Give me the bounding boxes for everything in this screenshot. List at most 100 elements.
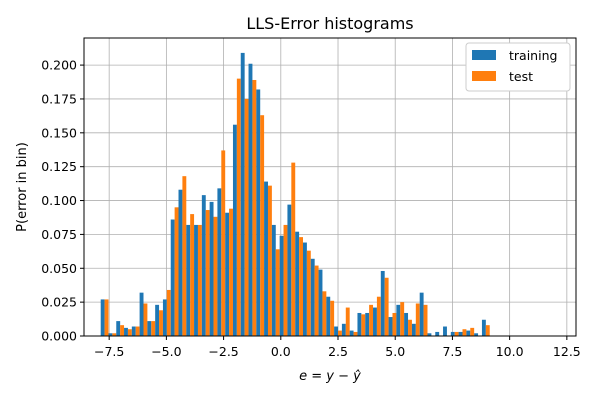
bar-test [112, 333, 117, 336]
x-tick-label: 2.5 [328, 344, 348, 359]
bar-training [147, 321, 152, 336]
bar-test [159, 310, 163, 336]
bar-training [201, 195, 206, 336]
y-tick-label: 0.125 [41, 159, 77, 174]
bar-training [396, 304, 401, 336]
bar-training [295, 231, 300, 336]
bar-training [194, 224, 198, 336]
bar-training [256, 89, 261, 337]
bar-test [408, 319, 412, 336]
bar-training [139, 292, 144, 336]
bar-training [318, 269, 323, 336]
bar-test [361, 314, 366, 336]
bar-training [162, 299, 167, 336]
bar-training [349, 330, 354, 336]
bar-training [108, 333, 113, 336]
y-tick-label: 0.025 [41, 295, 77, 310]
bar-training [427, 333, 432, 336]
bar-training [334, 326, 339, 336]
bar-training [225, 212, 230, 336]
bar-test [275, 249, 280, 336]
x-tick-label: 5.0 [385, 344, 405, 359]
bar-test [462, 329, 467, 336]
bar-test [369, 304, 374, 336]
legend: training test [465, 42, 571, 92]
bar-test [376, 296, 381, 336]
x-tick-label: −2.5 [208, 344, 238, 359]
bar-training [388, 317, 393, 336]
bar-test [166, 289, 171, 336]
bar-training [443, 326, 447, 336]
bar-test [322, 291, 327, 336]
bar-test [190, 214, 195, 336]
plot-frame [83, 37, 577, 337]
bar-test [415, 303, 420, 336]
bar-test [260, 115, 265, 336]
bar-training [209, 201, 214, 336]
bar-training [170, 219, 175, 336]
bar-test [299, 237, 303, 336]
bar-training [155, 304, 160, 336]
bar-training [357, 312, 362, 336]
bar-training [232, 124, 237, 336]
bar-test [244, 98, 249, 336]
bar-test [345, 307, 350, 336]
bar-training [341, 323, 346, 336]
x-tick-label: 0.0 [271, 344, 291, 359]
bar-test [400, 302, 405, 336]
bar-training [186, 224, 191, 336]
bar-test [423, 304, 428, 336]
bar-training [217, 188, 222, 336]
y-tick-label: 0.000 [41, 329, 77, 344]
x-tick-label: 7.5 [442, 344, 462, 359]
legend-swatch-test [472, 71, 496, 81]
bar-training [264, 181, 268, 336]
bar-test [338, 330, 342, 336]
bar-test [143, 303, 148, 336]
bar-training [302, 242, 307, 336]
bar-training [287, 204, 292, 336]
bar-training [404, 312, 409, 336]
bar-training [326, 296, 331, 336]
bar-training [411, 323, 416, 336]
bar-training [131, 326, 136, 336]
bar-test [229, 208, 233, 336]
legend-label-training: training [509, 48, 557, 63]
bar-training [435, 331, 440, 336]
y-tick-label: 0.075 [41, 227, 77, 242]
x-tick-label: 10.0 [496, 344, 524, 359]
bar-test [306, 250, 311, 336]
bar-training [481, 319, 486, 336]
bar-training [279, 235, 284, 336]
bar-training [178, 189, 183, 336]
y-axis-label: P(error in bin) [15, 142, 30, 232]
bar-training [380, 270, 385, 336]
legend-swatch-training [472, 50, 496, 60]
bars [100, 52, 490, 337]
x-tick-label: −7.5 [94, 344, 124, 359]
bar-training [271, 224, 276, 336]
bar-training [419, 292, 424, 336]
bar-test [485, 325, 490, 336]
bar-test [384, 277, 389, 336]
bar-test [470, 327, 475, 336]
bar-training [458, 331, 463, 336]
bar-test [267, 185, 272, 336]
bar-test [127, 329, 132, 336]
bar-test [454, 331, 459, 336]
bar-training [466, 330, 471, 336]
bar-test [330, 300, 335, 336]
x-tick-label: −5.0 [151, 344, 181, 359]
bar-test [205, 210, 210, 336]
bar-test [236, 78, 241, 337]
bar-training [474, 333, 479, 336]
bar-test [252, 79, 257, 336]
bar-test [213, 216, 218, 336]
bar-test [392, 312, 397, 336]
bar-training [450, 331, 455, 336]
bar-test [182, 176, 187, 336]
bar-training [116, 321, 121, 336]
bar-test [197, 224, 202, 336]
